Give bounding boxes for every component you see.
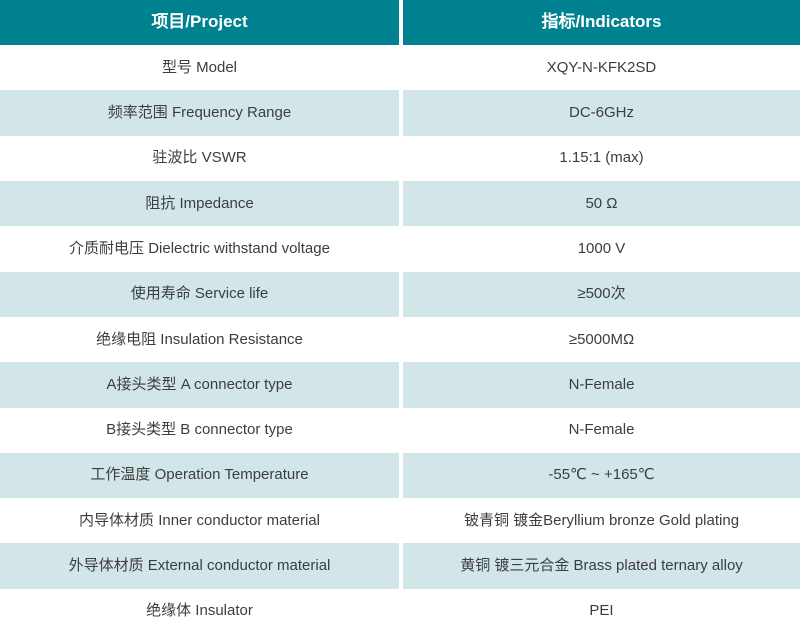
indicator-cell: PEI xyxy=(403,588,800,634)
project-cell: B接头类型 B connector type xyxy=(0,407,399,453)
project-cell: 型号 Model xyxy=(0,45,399,91)
project-cell: 绝缘体 Insulator xyxy=(0,588,399,634)
project-cell: 工作温度 Operation Temperature xyxy=(0,452,399,499)
table-row: 型号 Model XQY-N-KFK2SD xyxy=(0,45,800,91)
project-cell: 内导体材质 Inner conductor material xyxy=(0,498,399,544)
table-row: 绝缘电阻 Insulation Resistance ≥5000MΩ xyxy=(0,316,800,363)
table-row: 驻波比 VSWR 1.15:1 (max) xyxy=(0,135,800,181)
project-cell: 驻波比 VSWR xyxy=(0,135,399,181)
table-row: B接头类型 B connector type N-Female xyxy=(0,407,800,453)
project-cell: 阻抗 Impedance xyxy=(0,180,399,227)
indicator-cell: N-Female xyxy=(403,362,800,408)
table-row: 频率范围 Frequency Range DC-6GHz xyxy=(0,90,800,136)
project-cell: 使用寿命 Service life xyxy=(0,271,399,317)
project-cell: 绝缘电阻 Insulation Resistance xyxy=(0,316,399,363)
indicator-cell: N-Female xyxy=(403,407,800,453)
project-cell: 频率范围 Frequency Range xyxy=(0,90,399,136)
indicator-cell: ≥5000MΩ xyxy=(403,316,800,363)
indicator-cell: ≥500次 xyxy=(403,271,800,317)
project-cell: 介质耐电压 Dielectric withstand voltage xyxy=(0,226,399,272)
header-indicators: 指标/Indicators xyxy=(403,0,800,45)
table-row: A接头类型 A connector type N-Female xyxy=(0,362,800,408)
table-row: 介质耐电压 Dielectric withstand voltage 1000 … xyxy=(0,226,800,272)
header-project: 项目/Project xyxy=(0,0,399,45)
indicator-cell: 黄铜 镀三元合金 Brass plated ternary alloy xyxy=(403,543,800,589)
table-row: 绝缘体 Insulator PEI xyxy=(0,588,800,634)
indicator-cell: DC-6GHz xyxy=(403,90,800,136)
project-cell: 外导体材质 External conductor material xyxy=(0,543,399,589)
table-row: 阻抗 Impedance 50 Ω xyxy=(0,180,800,227)
indicator-cell: 铍青铜 镀金Beryllium bronze Gold plating xyxy=(403,498,800,544)
indicator-cell: -55℃ ~ +165℃ xyxy=(403,452,800,499)
indicator-cell: 50 Ω xyxy=(403,180,800,227)
indicator-cell: XQY-N-KFK2SD xyxy=(403,45,800,91)
table-header-row: 项目/Project 指标/Indicators xyxy=(0,0,800,45)
indicator-cell: 1000 V xyxy=(403,226,800,272)
indicator-cell: 1.15:1 (max) xyxy=(403,135,800,181)
table-row: 工作温度 Operation Temperature -55℃ ~ +165℃ xyxy=(0,452,800,499)
project-cell: A接头类型 A connector type xyxy=(0,362,399,408)
table-row: 使用寿命 Service life ≥500次 xyxy=(0,271,800,317)
table-row: 内导体材质 Inner conductor material 铍青铜 镀金Ber… xyxy=(0,498,800,544)
table-row: 外导体材质 External conductor material 黄铜 镀三元… xyxy=(0,543,800,589)
